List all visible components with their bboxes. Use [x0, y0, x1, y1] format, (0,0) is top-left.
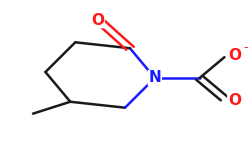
Text: O: O [228, 93, 241, 108]
Text: O: O [228, 48, 241, 63]
Text: O: O [91, 12, 104, 27]
Text: N: N [148, 70, 161, 86]
Text: -: - [243, 41, 248, 54]
